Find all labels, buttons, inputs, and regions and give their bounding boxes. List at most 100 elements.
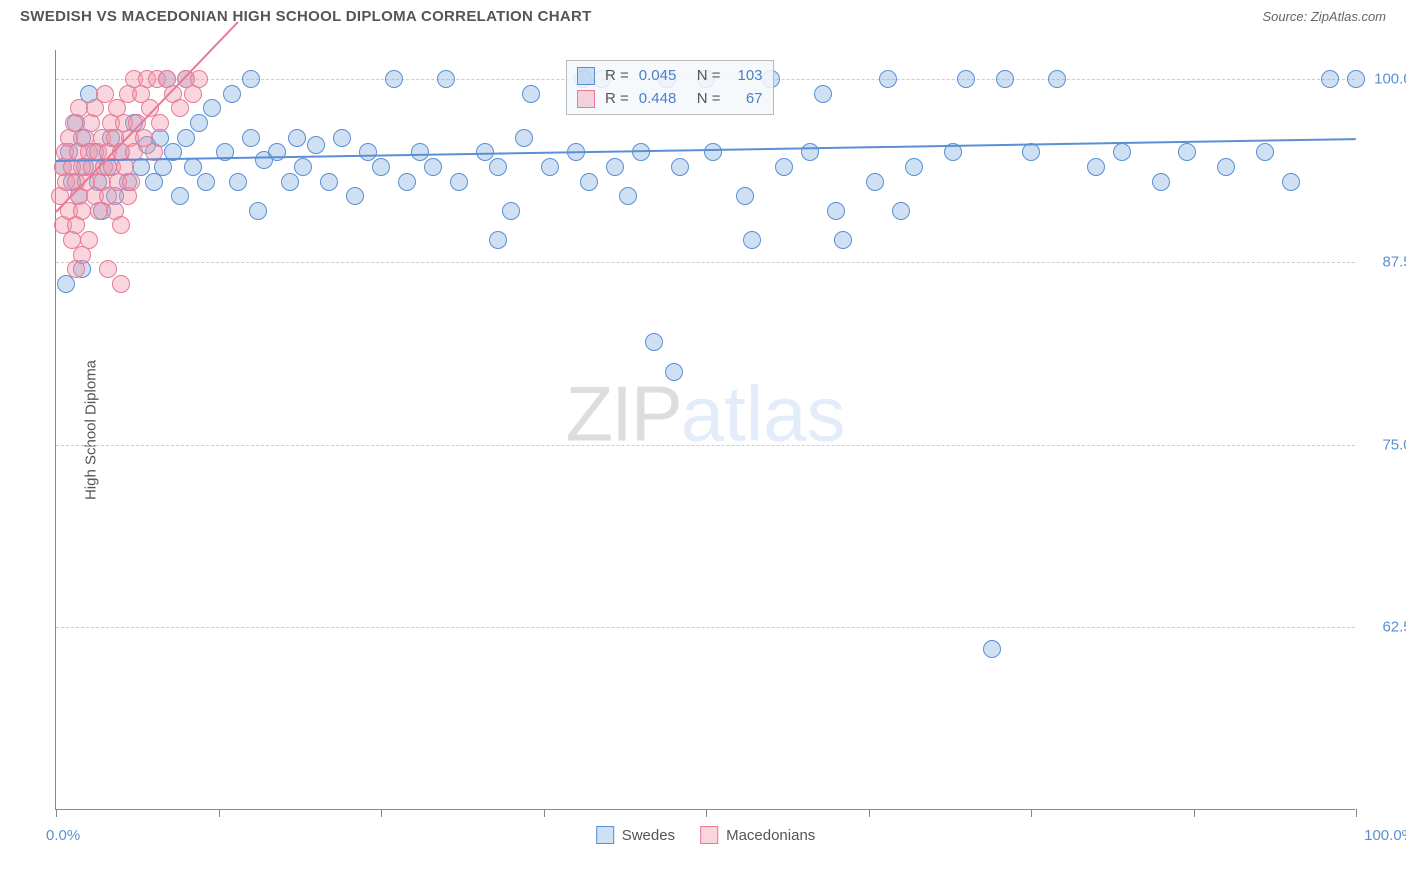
x-tick [869, 809, 870, 817]
data-point [184, 158, 202, 176]
source-label: Source: ZipAtlas.com [1262, 9, 1386, 24]
stat-n-label: N = [697, 88, 721, 111]
stats-box: R =0.045N =103R =0.448N =67 [566, 60, 774, 115]
chart-area: High School Diploma 62.5%75.0%87.5%100.0… [55, 50, 1355, 810]
data-point [294, 158, 312, 176]
x-axis-end-label: 100.0% [1364, 827, 1406, 844]
data-point [489, 158, 507, 176]
data-point [288, 129, 306, 147]
data-point [411, 143, 429, 161]
data-point [229, 173, 247, 191]
legend-swatch [700, 826, 718, 844]
header: SWEDISH VS MACEDONIAN HIGH SCHOOL DIPLOM… [0, 0, 1406, 29]
legend-swatch [596, 826, 614, 844]
data-point [580, 173, 598, 191]
legend-label: Swedes [622, 827, 675, 844]
y-axis-title: High School Diploma [83, 359, 100, 499]
gridline [56, 262, 1355, 263]
y-tick-label: 62.5% [1365, 619, 1406, 636]
data-point [450, 173, 468, 191]
x-tick [1356, 809, 1357, 817]
stat-r-value: 0.045 [639, 65, 687, 88]
data-point [1152, 173, 1170, 191]
data-point [983, 640, 1001, 658]
data-point [1113, 143, 1131, 161]
data-point [905, 158, 923, 176]
y-tick-label: 87.5% [1365, 253, 1406, 270]
data-point [541, 158, 559, 176]
data-point [249, 202, 267, 220]
data-point [268, 143, 286, 161]
data-point [515, 129, 533, 147]
legend-swatch [577, 90, 595, 108]
data-point [632, 143, 650, 161]
watermark: ZIPatlas [565, 369, 845, 460]
data-point [73, 246, 91, 264]
data-point [242, 70, 260, 88]
chart-title: SWEDISH VS MACEDONIAN HIGH SCHOOL DIPLOM… [20, 8, 592, 25]
stats-row: R =0.448N =67 [577, 88, 763, 111]
x-tick [219, 809, 220, 817]
x-tick [381, 809, 382, 817]
legend-swatch [577, 67, 595, 85]
data-point [606, 158, 624, 176]
data-point [866, 173, 884, 191]
data-point [122, 173, 140, 191]
data-point [99, 260, 117, 278]
data-point [223, 85, 241, 103]
y-tick-label: 100.0% [1365, 71, 1406, 88]
data-point [619, 187, 637, 205]
data-point [775, 158, 793, 176]
data-point [307, 136, 325, 154]
data-point [190, 70, 208, 88]
stat-r-label: R = [605, 88, 629, 111]
data-point [437, 70, 455, 88]
data-point [736, 187, 754, 205]
data-point [112, 275, 130, 293]
data-point [372, 158, 390, 176]
x-tick [56, 809, 57, 817]
data-point [1087, 158, 1105, 176]
data-point [73, 202, 91, 220]
data-point [1256, 143, 1274, 161]
data-point [704, 143, 722, 161]
data-point [1022, 143, 1040, 161]
data-point [1347, 70, 1365, 88]
data-point [177, 129, 195, 147]
data-point [281, 173, 299, 191]
gridline [56, 627, 1355, 628]
y-tick-label: 75.0% [1365, 436, 1406, 453]
data-point [522, 85, 540, 103]
data-point [879, 70, 897, 88]
data-point [242, 129, 260, 147]
data-point [171, 187, 189, 205]
legend-item: Swedes [596, 826, 675, 844]
bottom-legend: Swedes Macedonians [596, 826, 816, 844]
data-point [171, 99, 189, 117]
data-point [1321, 70, 1339, 88]
data-point [489, 231, 507, 249]
data-point [1048, 70, 1066, 88]
data-point [197, 173, 215, 191]
data-point [190, 114, 208, 132]
data-point [398, 173, 416, 191]
x-tick [1194, 809, 1195, 817]
data-point [827, 202, 845, 220]
data-point [385, 70, 403, 88]
data-point [814, 85, 832, 103]
gridline [56, 445, 1355, 446]
data-point [1178, 143, 1196, 161]
data-point [112, 216, 130, 234]
data-point [665, 363, 683, 381]
legend-item: Macedonians [700, 826, 815, 844]
data-point [892, 202, 910, 220]
data-point [151, 114, 169, 132]
legend-label: Macedonians [726, 827, 815, 844]
data-point [502, 202, 520, 220]
stats-row: R =0.045N =103 [577, 65, 763, 88]
stat-r-value: 0.448 [639, 88, 687, 111]
stat-n-label: N = [697, 65, 721, 88]
data-point [1282, 173, 1300, 191]
data-point [957, 70, 975, 88]
data-point [1217, 158, 1235, 176]
